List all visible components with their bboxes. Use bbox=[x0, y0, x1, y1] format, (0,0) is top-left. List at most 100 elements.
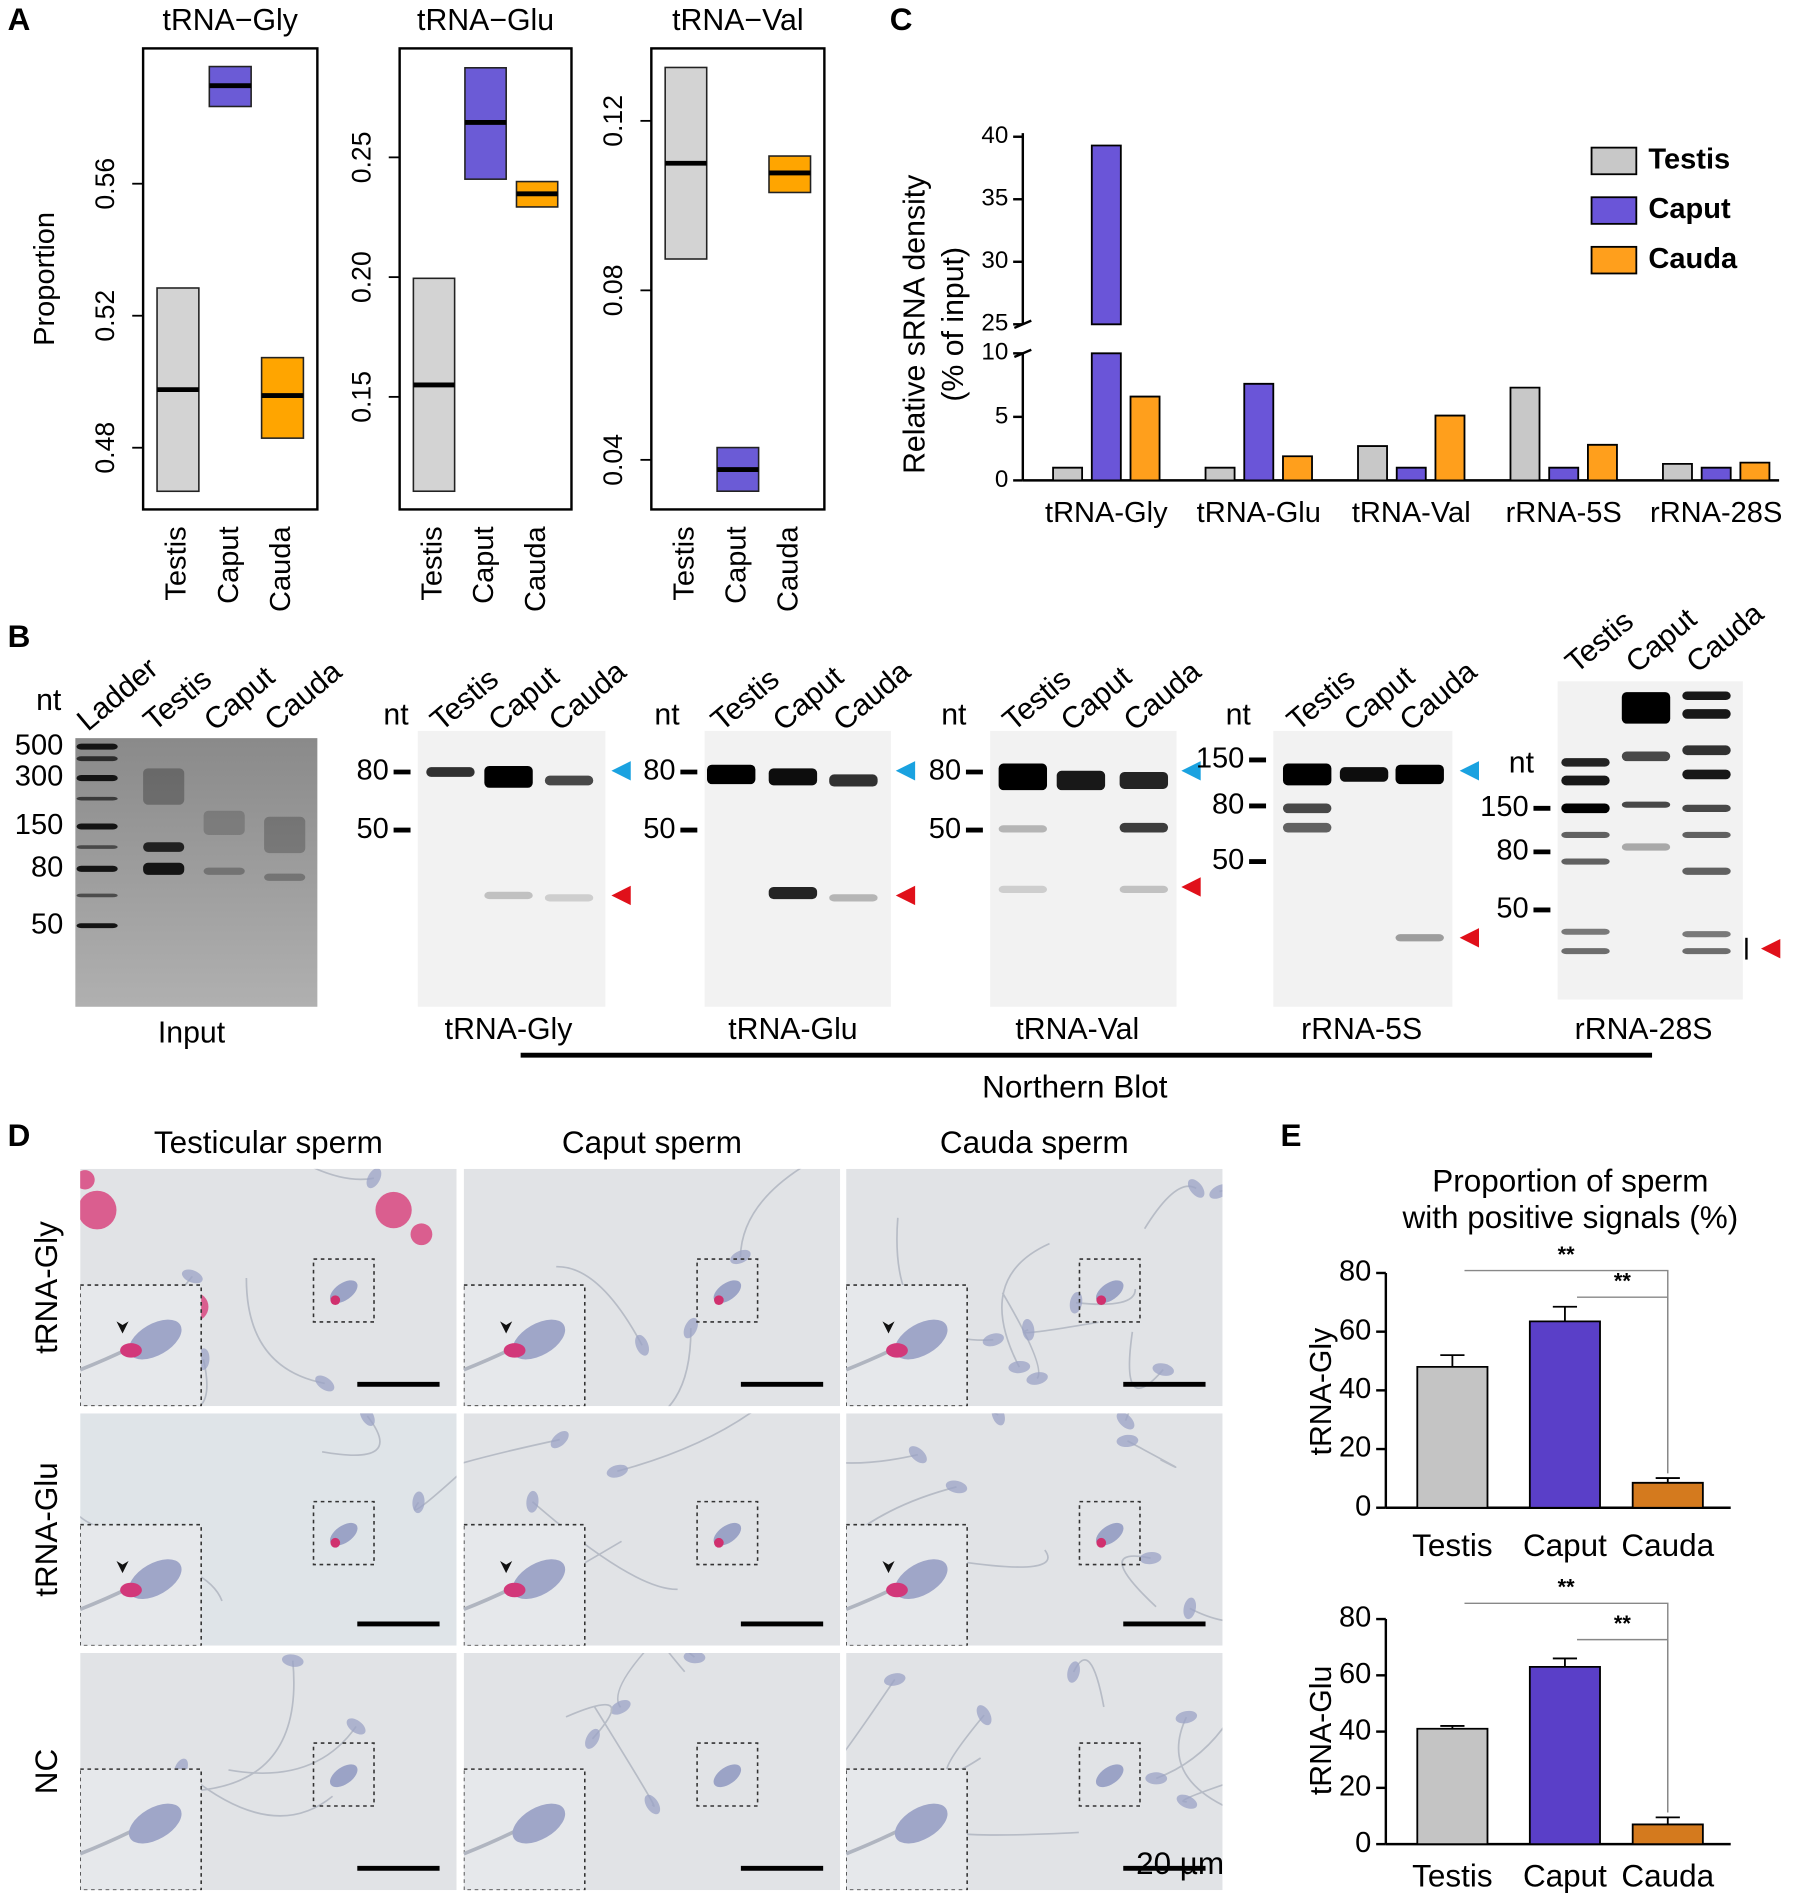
significance-label: ** bbox=[1558, 1242, 1575, 1267]
sperm-tail bbox=[1155, 1727, 1223, 1780]
blot-caption: tRNA-Val bbox=[1015, 1013, 1139, 1046]
band bbox=[143, 768, 185, 805]
y-tick-label: 35 bbox=[981, 185, 1008, 212]
column-header: Testicular sperm bbox=[154, 1125, 383, 1160]
x-tick-label: Caput bbox=[721, 526, 753, 603]
band bbox=[1682, 948, 1731, 955]
band bbox=[829, 774, 878, 787]
band bbox=[76, 796, 118, 801]
row-label: tRNA-Glu bbox=[29, 1462, 64, 1597]
size-unit: nt bbox=[383, 698, 409, 731]
sperm-head bbox=[908, 1446, 927, 1464]
y-tick-label: 0.04 bbox=[598, 434, 628, 486]
sperm-tail bbox=[1127, 1440, 1177, 1468]
size-marker: 50 bbox=[643, 813, 675, 845]
band bbox=[1561, 758, 1610, 767]
sperm-tail bbox=[958, 1549, 1049, 1568]
band bbox=[998, 763, 1048, 791]
inset bbox=[80, 1284, 202, 1407]
arrowhead-marker bbox=[882, 1560, 895, 1574]
y-tick-label: 0.56 bbox=[90, 158, 120, 210]
micrograph bbox=[80, 1168, 457, 1407]
size-unit: nt bbox=[1509, 747, 1535, 780]
micrograph bbox=[846, 1652, 1223, 1891]
y-tick-label: 0 bbox=[1355, 1490, 1371, 1522]
legend-swatch bbox=[1590, 245, 1638, 275]
band bbox=[544, 775, 594, 786]
sperm-head bbox=[610, 1699, 631, 1715]
y-axis-label: Relative sRNA density bbox=[898, 174, 931, 474]
band bbox=[76, 823, 118, 830]
band bbox=[768, 768, 818, 786]
signal bbox=[330, 1295, 341, 1306]
band bbox=[143, 842, 185, 852]
sperm-head bbox=[1026, 1372, 1048, 1385]
bar bbox=[1357, 445, 1388, 482]
significance-label: ** bbox=[1614, 1611, 1631, 1636]
size-unit: nt bbox=[654, 698, 680, 731]
bar bbox=[1631, 1823, 1704, 1846]
sperm-tail bbox=[1177, 1716, 1223, 1806]
size-marker: 150 bbox=[15, 809, 63, 841]
inset-signal bbox=[886, 1343, 908, 1358]
size-marker: 50 bbox=[929, 813, 961, 845]
arrowhead bbox=[895, 885, 916, 906]
sperm-tail bbox=[174, 1660, 295, 1793]
arrowhead bbox=[1760, 939, 1781, 959]
x-tick-label: Caput bbox=[1523, 1528, 1607, 1563]
sperm-tail bbox=[321, 1415, 381, 1456]
band bbox=[264, 816, 306, 854]
chart-title: Proportion of sperm bbox=[1432, 1164, 1708, 1199]
band bbox=[1119, 772, 1169, 789]
size-marker: 50 bbox=[1212, 844, 1244, 876]
size-marker: 150 bbox=[1480, 791, 1528, 823]
sperm-head bbox=[1176, 1794, 1198, 1809]
blot-image bbox=[75, 738, 318, 1007]
sperm-head bbox=[991, 1413, 1005, 1426]
signal bbox=[330, 1537, 341, 1548]
x-tick-label: rRNA-28S bbox=[1650, 497, 1782, 529]
y-tick-label: 0.20 bbox=[346, 251, 376, 303]
size-marker: 80 bbox=[929, 755, 961, 787]
bar bbox=[1631, 1481, 1704, 1509]
band bbox=[76, 893, 118, 898]
size-marker: 50 bbox=[1496, 893, 1528, 925]
x-tick-label: rRNA-5S bbox=[1506, 497, 1622, 529]
y-tick-label: 30 bbox=[981, 247, 1008, 274]
bar bbox=[1587, 443, 1618, 482]
signal bbox=[714, 1537, 724, 1548]
y-tick-label: 60 bbox=[1339, 1658, 1371, 1690]
band bbox=[76, 775, 118, 782]
inset-head bbox=[894, 1319, 948, 1360]
chart-title: tRNA−Gly bbox=[163, 4, 299, 37]
panel-label: A bbox=[8, 2, 31, 37]
y-tick-label: 10 bbox=[981, 339, 1008, 366]
bar bbox=[1395, 466, 1427, 482]
error-bar bbox=[1655, 1477, 1680, 1483]
row-label: tRNA-Gly bbox=[29, 1221, 64, 1354]
y-axis-label: (% of input) bbox=[937, 247, 970, 402]
y-axis-label: tRNA-Gly bbox=[1305, 1327, 1338, 1456]
x-tick-label: Cauda bbox=[1621, 1858, 1714, 1893]
sperm-head bbox=[1145, 1772, 1168, 1785]
inset-head bbox=[512, 1319, 566, 1360]
sperm-head bbox=[526, 1490, 539, 1513]
size-marker: 80 bbox=[1496, 835, 1528, 867]
arrowhead-marker bbox=[500, 1321, 513, 1334]
bar bbox=[1528, 1320, 1601, 1509]
y-axis-label: Proportion bbox=[29, 212, 61, 346]
y-tick-label: 0.08 bbox=[598, 264, 628, 316]
sperm-head bbox=[982, 1333, 1004, 1347]
sperm-head bbox=[1095, 1764, 1124, 1788]
blot-caption: Input bbox=[158, 1017, 226, 1050]
sperm-tail bbox=[228, 1725, 357, 1774]
band bbox=[1282, 803, 1332, 814]
bar bbox=[1243, 382, 1275, 482]
y-tick-label: 0.52 bbox=[90, 290, 120, 342]
y-tick-label: 0 bbox=[995, 466, 1008, 493]
inset-signal bbox=[886, 1582, 908, 1598]
band bbox=[1621, 843, 1671, 851]
bar bbox=[1282, 455, 1313, 482]
sperm-head bbox=[635, 1334, 649, 1356]
band bbox=[76, 865, 118, 872]
